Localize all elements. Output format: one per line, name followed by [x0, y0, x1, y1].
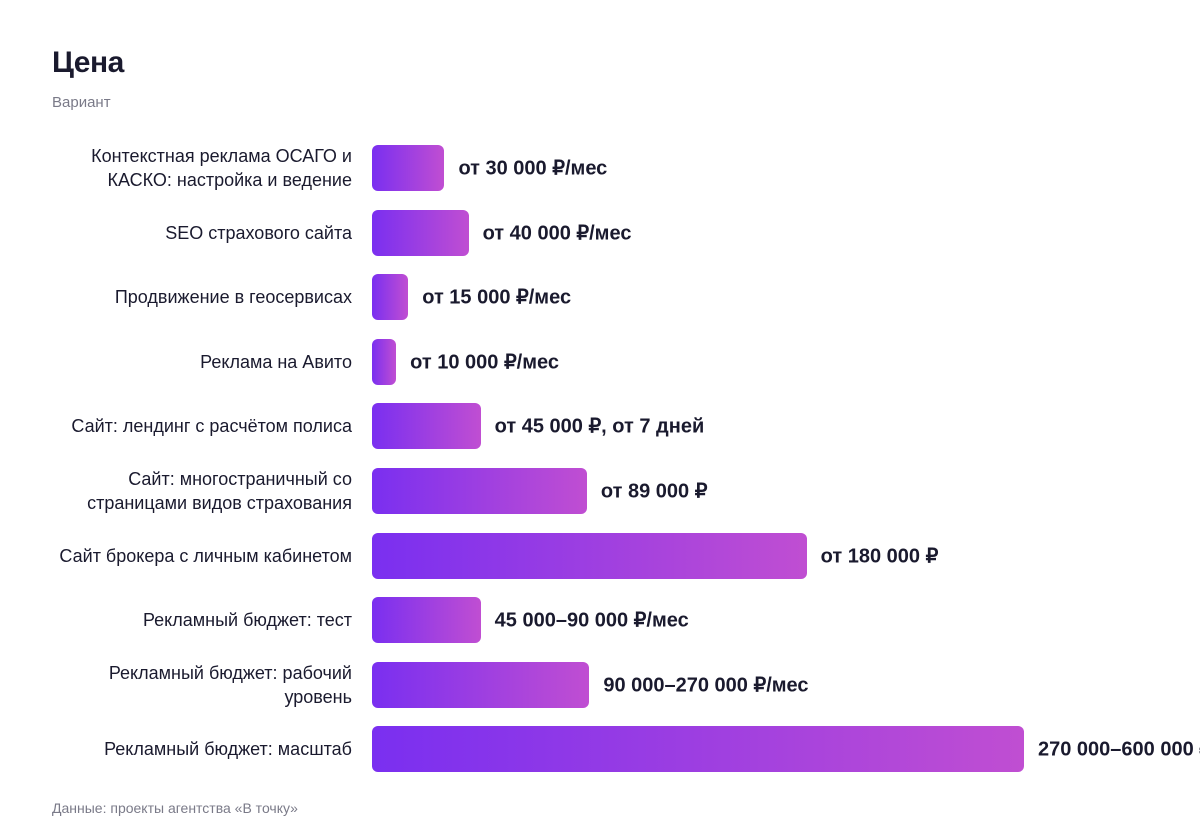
category-label: Продвижение в геосервисах	[114, 287, 352, 308]
category-label: SEO страхового сайта	[165, 222, 352, 243]
category-label: Реклама на Авито	[200, 351, 352, 372]
bar-row: Реклама на Авито от 10 000 ₽/мес	[0, 338, 1200, 385]
value-label: от 89 000 ₽	[600, 480, 708, 503]
category-label: Рекламный бюджет: масштаб	[104, 739, 352, 760]
value-label: 270 000–600 000 ₽/мес	[1038, 738, 1200, 761]
bar-row: Продвижение в геосервисах от 15 000 ₽/мес	[0, 274, 1200, 321]
category-label: Рекламный бюджет: тест	[142, 610, 352, 631]
value-label: от 180 000 ₽	[820, 545, 939, 568]
bar	[372, 597, 481, 644]
value-label: от 30 000 ₽/мес	[458, 157, 608, 180]
value-label: от 40 000 ₽/мес	[482, 222, 632, 245]
value-label: от 10 000 ₽/мес	[410, 351, 559, 374]
bar-row: Рекламный бюджет: тест 45 000–90 000 ₽/ме…	[0, 597, 1200, 644]
footnote: Данные: проекты агентства «В точку»	[52, 800, 298, 816]
bar-row: Сайт: лендинг с расчётом полиса от 45 000…	[0, 403, 1200, 450]
bar	[372, 403, 481, 450]
value-label: 45 000–90 000 ₽/мес	[494, 609, 689, 632]
bar	[372, 468, 587, 514]
bar-row: Рекламный бюджет: масштаб 270 000–600 000…	[0, 726, 1200, 773]
bar	[372, 338, 397, 385]
value-label: 90 000–270 000 ₽/мес	[603, 674, 809, 697]
value-label: от 15 000 ₽/мес	[422, 286, 572, 309]
bar-row: SEO страхового сайта от 40 000 ₽/мес	[0, 209, 1200, 256]
category-label: Рекламный бюджет: рабочий уровень	[108, 662, 352, 707]
bar-row: Рекламный бюджет: рабочий уровень 90 000–…	[0, 661, 1200, 708]
category-label: Сайт брокера с личным кабинетом	[59, 545, 352, 566]
bar	[372, 726, 1024, 773]
bar	[372, 145, 445, 191]
bar-row: Контекстная реклама ОСАГО и КАСКО: настр…	[0, 145, 1200, 191]
bar-row: Сайт: многостраничный со страницами видо…	[0, 468, 1200, 514]
bar	[372, 661, 590, 708]
chart-title: Цена	[52, 46, 124, 79]
chart-subtitle: Вариант	[52, 94, 111, 111]
value-label: от 45 000 ₽, от 7 дней	[494, 415, 705, 438]
bar	[372, 532, 807, 579]
bar-row: Сайт брокера с личным кабинетом от 180 00…	[0, 532, 1200, 579]
category-label: Контекстная реклама ОСАГО и КАСКО: настр…	[91, 146, 352, 190]
bar	[372, 209, 469, 256]
category-label: Сайт: многостраничный со страницами видо…	[87, 469, 352, 513]
category-label: Сайт: лендинг с расчётом полиса	[71, 416, 352, 437]
bar	[372, 274, 409, 321]
